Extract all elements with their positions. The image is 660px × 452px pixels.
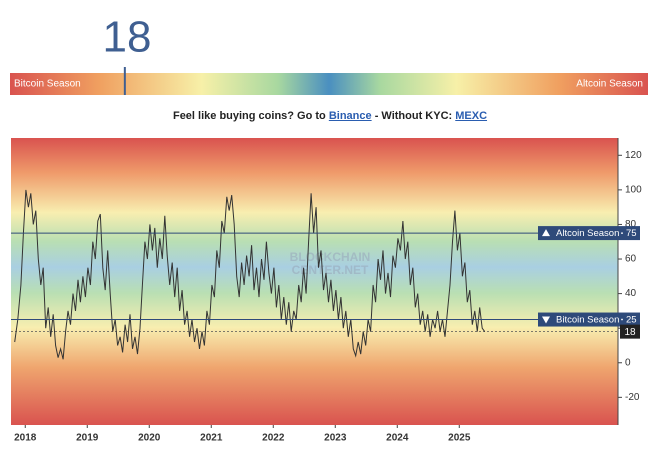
reference-label: Bitcoin Season	[556, 315, 619, 326]
y-tick-label: -20	[625, 392, 640, 403]
reference-arrow	[542, 316, 550, 324]
y-tick-label: 100	[625, 185, 642, 196]
x-tick-label: 2023	[324, 433, 347, 444]
watermark: CENTER.NET	[292, 263, 369, 277]
separator	[621, 232, 623, 234]
separator	[621, 318, 623, 321]
y-tick-label: 80	[625, 219, 637, 230]
y-tick-label: 0	[625, 357, 631, 368]
current-value-box	[620, 324, 640, 339]
x-tick-label: 2024	[386, 433, 409, 444]
y-tick-label: 120	[625, 150, 642, 161]
reference-value: 25	[626, 315, 637, 326]
gauge-max-label: Altcoin Season	[576, 79, 643, 90]
promo: Feel like buying coins? Go to Binance - …	[0, 110, 660, 122]
x-tick-label: 2019	[76, 433, 99, 444]
index-line	[14, 189, 486, 360]
reference-label-box	[538, 312, 640, 327]
mexc-link[interactable]: MEXC	[455, 110, 488, 122]
x-tick-label: 2020	[138, 433, 161, 444]
season-gauge	[10, 73, 648, 95]
y-tick-label: 60	[625, 254, 637, 265]
reference-value: 75	[626, 228, 637, 239]
binance-link[interactable]: Binance	[328, 110, 372, 122]
plot-background	[11, 138, 618, 425]
current-value-label: 18	[624, 327, 636, 338]
reference-arrow	[542, 229, 550, 237]
current-index: 18	[103, 13, 152, 62]
reference-label: Altcoin Season	[556, 228, 619, 239]
x-tick-label: 2021	[200, 433, 223, 444]
reference-label-box	[538, 226, 640, 241]
x-tick-label: 2022	[262, 433, 285, 444]
promo-text: Feel like buying coins? Go to	[172, 110, 326, 122]
y-tick-label: 40	[625, 288, 637, 299]
promo-text: - Without KYC:	[374, 110, 453, 122]
x-tick-label: 2018	[14, 433, 37, 444]
x-tick-label: 2025	[448, 433, 471, 444]
gauge-min-label: Bitcoin Season	[14, 79, 81, 90]
watermark: BLOCKCHAIN	[290, 250, 371, 264]
